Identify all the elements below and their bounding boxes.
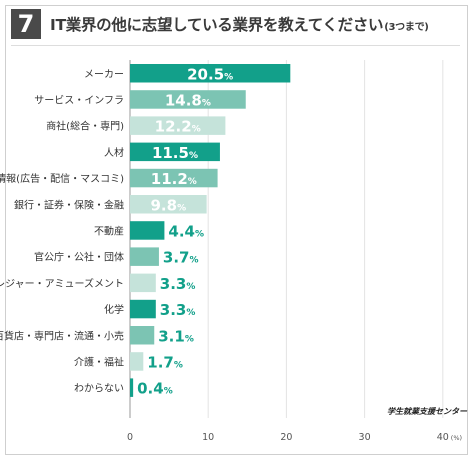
- data-label: 9.8%: [151, 196, 187, 214]
- bar: [130, 299, 156, 319]
- bar: [130, 326, 155, 345]
- question-number-badge: 7: [11, 9, 41, 39]
- category-label: 人材: [104, 146, 124, 159]
- category-label: わからない: [74, 383, 124, 395]
- category-label: レジャー・アミューズメント: [0, 277, 124, 290]
- bar: [130, 352, 144, 371]
- data-label-value: 12.2: [155, 118, 192, 136]
- data-label-value: 3.1: [158, 327, 185, 345]
- data-label: 3.3%: [160, 301, 196, 319]
- data-label-percent: %: [224, 72, 233, 82]
- data-label-value: 11.2: [151, 170, 188, 188]
- data-label: 3.1%: [158, 327, 194, 345]
- category-label: 百貨店・専門店・流通・小売: [0, 329, 124, 342]
- category-label: サービス・インフラ: [34, 94, 124, 106]
- x-tick-label: 20: [280, 432, 292, 443]
- data-label: 11.5%: [152, 144, 198, 162]
- category-label: 介護・福祉: [74, 355, 124, 368]
- data-label-value: 3.3: [160, 275, 187, 293]
- data-label: 12.2%: [155, 118, 201, 136]
- data-label-percent: %: [192, 125, 201, 135]
- bar: [130, 247, 159, 266]
- bar: [130, 378, 134, 397]
- data-label-percent: %: [164, 387, 173, 397]
- data-label: 4.4%: [168, 222, 204, 240]
- data-label-value: 3.3: [160, 301, 187, 319]
- data-label-value: 0.4: [137, 380, 164, 398]
- x-tick-label: 10: [202, 432, 214, 443]
- category-label: メーカー: [84, 68, 124, 80]
- data-label: 20.5%: [187, 65, 233, 83]
- data-label-percent: %: [188, 177, 197, 187]
- data-label: 1.7%: [147, 353, 183, 371]
- source-credit: 学生就業支援センター: [387, 407, 467, 416]
- data-label-value: 20.5: [187, 65, 224, 83]
- x-tick-label: 0: [127, 432, 133, 443]
- chart-title: IT業界の他に志望している業界を教えてください(3つまで): [50, 13, 429, 35]
- data-label-percent: %: [186, 282, 195, 292]
- bar: [130, 64, 291, 83]
- title-note: (3つまで): [384, 22, 429, 33]
- data-label-percent: %: [185, 334, 194, 344]
- title-text: IT業界の他に志望している業界を教えてください: [50, 16, 384, 34]
- category-label: 銀行・証券・保険・金融: [14, 198, 124, 211]
- data-label-percent: %: [202, 98, 211, 108]
- data-label-value: 3.7: [163, 249, 190, 267]
- bar: [130, 116, 226, 135]
- data-label-percent: %: [195, 229, 204, 239]
- bar: [130, 168, 218, 188]
- data-label-value: 1.7: [147, 353, 174, 371]
- bar: [130, 221, 165, 240]
- bar: [130, 195, 207, 214]
- data-label-percent: %: [189, 151, 198, 161]
- category-label: 情報(広告・配信・マスコミ): [0, 172, 124, 185]
- data-label: 3.7%: [163, 249, 199, 267]
- bar: [130, 273, 156, 293]
- data-label-percent: %: [186, 308, 195, 318]
- data-label-value: 4.4: [168, 222, 195, 240]
- bar: [130, 142, 220, 162]
- data-label: 3.3%: [160, 275, 196, 293]
- data-label-percent: %: [177, 203, 186, 213]
- category-label: 官公庁・公社・団体: [34, 251, 124, 264]
- data-label-percent: %: [174, 360, 183, 370]
- data-label-value: 14.8: [165, 91, 202, 109]
- data-label-value: 9.8: [151, 196, 178, 214]
- bar: [130, 90, 246, 109]
- data-label: 14.8%: [165, 91, 211, 109]
- data-label-value: 11.5: [152, 144, 189, 162]
- title-divider: [11, 45, 460, 46]
- data-label: 11.2%: [151, 170, 197, 188]
- x-tick-label: 40: [437, 432, 449, 443]
- x-tick-label: 30: [359, 432, 371, 443]
- data-label-percent: %: [190, 256, 199, 266]
- category-label: 不動産: [94, 224, 124, 237]
- data-label: 0.4%: [137, 380, 173, 398]
- x-axis-unit: (%): [451, 434, 462, 442]
- category-label: 化学: [104, 303, 124, 316]
- category-label: 商社(総合・専門): [46, 120, 124, 133]
